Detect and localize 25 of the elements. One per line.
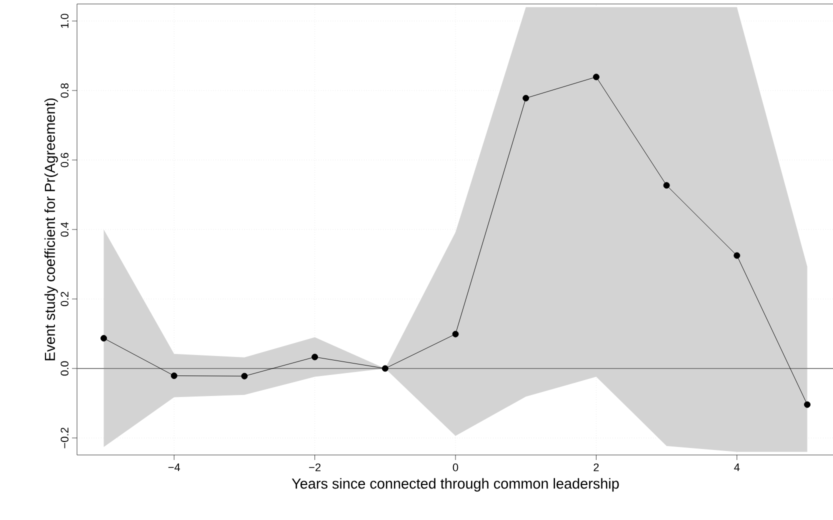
y-tick-label: 0.2 [60, 292, 68, 306]
point [592, 74, 600, 80]
y-tick-label: 0.0 [60, 361, 68, 376]
y-tick-label: −0.2 [60, 428, 68, 448]
x-tick-label: −4 [168, 464, 180, 472]
x-tick-label: 0 [452, 464, 458, 472]
y-tick-label: 0.6 [60, 152, 68, 168]
x-tick-label: 4 [734, 464, 740, 472]
y-axis-title: Event study coefficient for Pr(Agreement) [44, 98, 58, 360]
point [241, 372, 248, 380]
y-tick-label: 0.8 [60, 83, 68, 98]
y-tick-label: 1.0 [60, 14, 68, 28]
x-axis-title: Years since connected through common leadership [292, 478, 619, 492]
point [452, 330, 459, 338]
point [100, 334, 107, 342]
y-tick-label: 0.4 [60, 222, 68, 237]
point [382, 365, 388, 372]
point [804, 401, 811, 408]
x-tick-label: −2 [309, 464, 320, 472]
point [312, 354, 318, 360]
x-tick-label: 2 [594, 464, 599, 472]
point [663, 182, 670, 189]
point [170, 372, 178, 380]
point [734, 252, 740, 259]
point [522, 94, 530, 102]
